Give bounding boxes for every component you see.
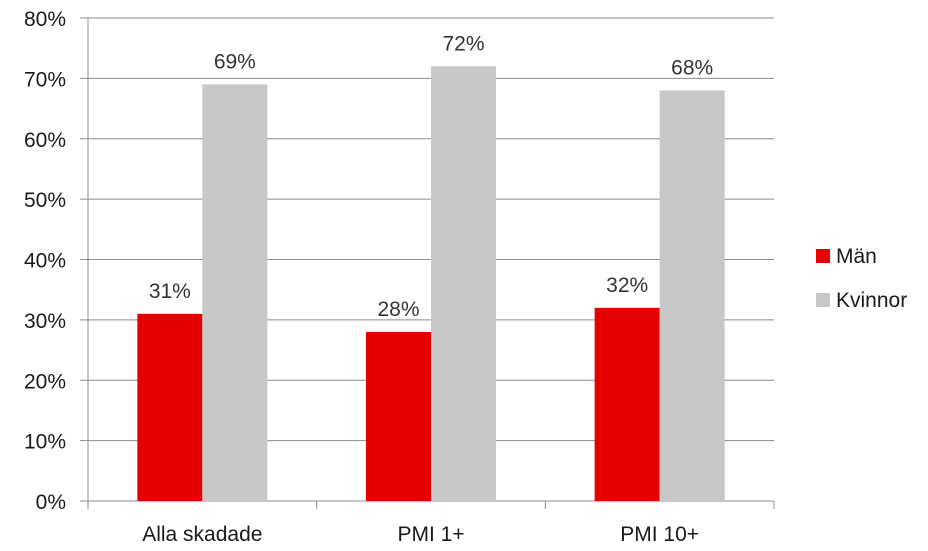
y-tick-label: 60% [24, 129, 66, 152]
y-tick-label: 80% [24, 8, 66, 31]
legend-label: Män [836, 245, 877, 268]
y-tick-label: 10% [24, 431, 66, 454]
bar-män [594, 307, 660, 501]
bar-kvinnor [202, 84, 268, 501]
bar-value-label: 28% [377, 298, 419, 321]
bar-value-label: 31% [149, 280, 191, 303]
bar-män [366, 331, 431, 501]
y-tick-label: 40% [24, 250, 66, 273]
y-tick-label: 50% [24, 189, 66, 212]
bar-value-label: 69% [214, 50, 256, 73]
bar-män [137, 313, 203, 501]
y-tick-label: 70% [24, 68, 66, 91]
bar-value-label: 32% [606, 274, 648, 297]
legend: Män Kvinnor [816, 245, 907, 312]
bar-value-label: 68% [671, 56, 713, 79]
y-tick-label: 30% [24, 310, 66, 333]
axes: 0% 10% 20% 30% 40% 50% 60% 70% 80% Alla skadade PM… [24, 8, 775, 546]
x-tick-label: Alla skadade [142, 523, 262, 546]
bar-kvinnor [659, 90, 725, 501]
bar-kvinnor [431, 66, 496, 502]
y-tick-label: 20% [24, 370, 66, 393]
bars [137, 66, 725, 502]
legend-label: Kvinnor [836, 289, 907, 312]
legend-swatch [816, 249, 830, 263]
x-tick-label: PMI 1+ [397, 523, 464, 546]
x-tick-label: PMI 10+ [620, 523, 699, 546]
legend-swatch [816, 293, 830, 307]
data-labels: 31% 28% 32% 69% 72% 68% [149, 32, 713, 321]
bar-value-label: 72% [442, 32, 484, 55]
y-tick-label: 0% [36, 491, 66, 514]
